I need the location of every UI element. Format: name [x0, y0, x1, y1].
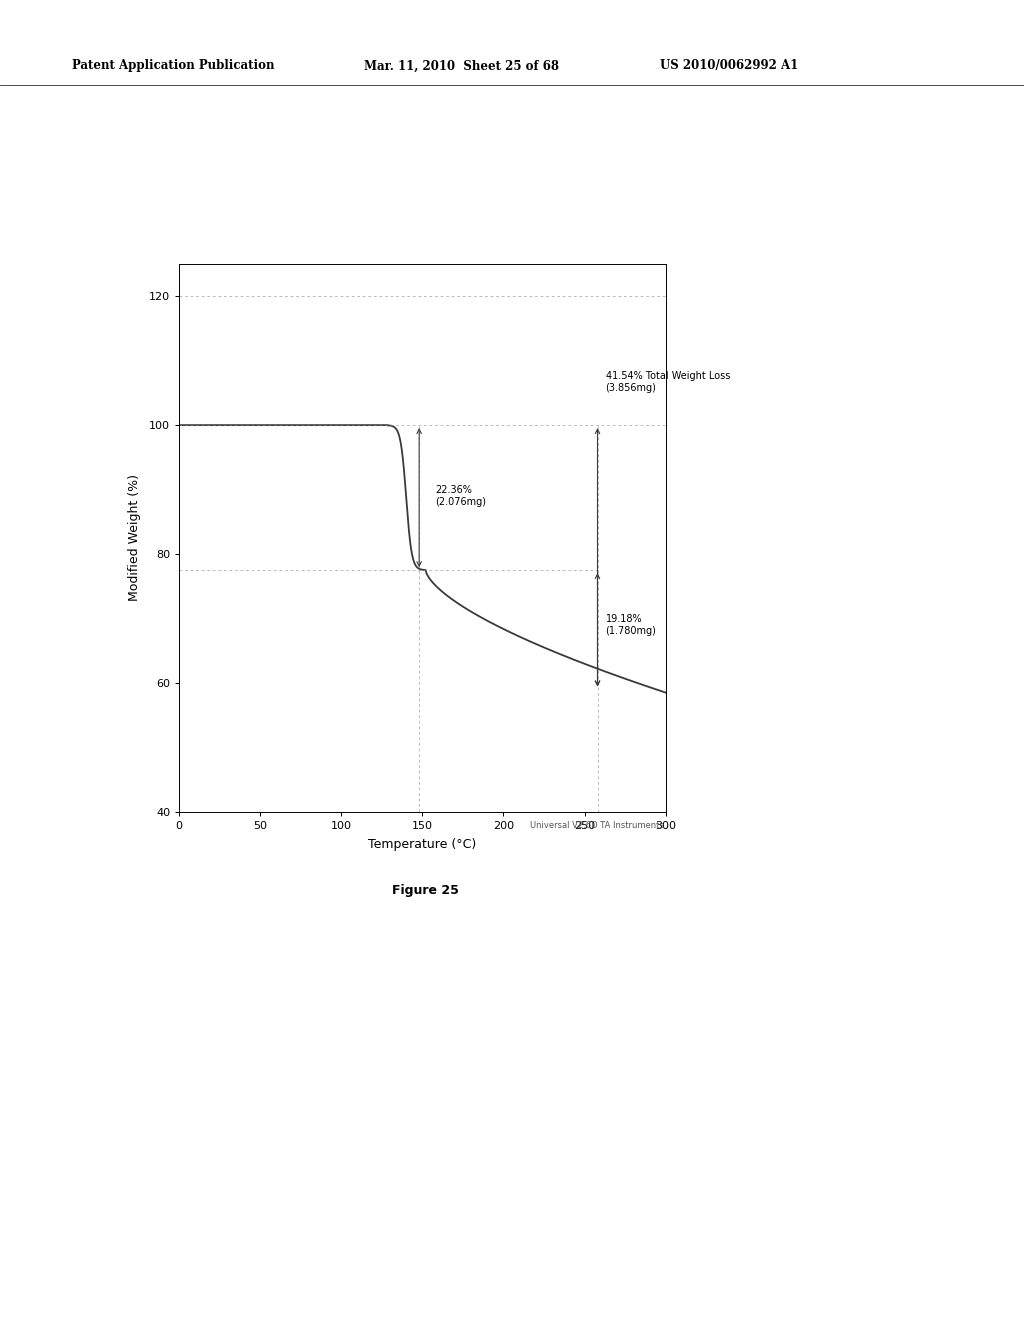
Text: US 2010/0062992 A1: US 2010/0062992 A1 — [660, 59, 799, 73]
Text: 41.54% Total Weight Loss
(3.856mg): 41.54% Total Weight Loss (3.856mg) — [605, 371, 730, 393]
Text: 19.18%
(1.780mg): 19.18% (1.780mg) — [605, 614, 656, 636]
Text: Patent Application Publication: Patent Application Publication — [72, 59, 274, 73]
Text: Mar. 11, 2010  Sheet 25 of 68: Mar. 11, 2010 Sheet 25 of 68 — [364, 59, 558, 73]
Text: 22.36%
(2.076mg): 22.36% (2.076mg) — [435, 486, 486, 507]
Text: Universal V2.6D TA Instruments: Universal V2.6D TA Instruments — [529, 821, 664, 830]
Y-axis label: Modified Weight (%): Modified Weight (%) — [128, 474, 140, 602]
Text: Figure 25: Figure 25 — [391, 884, 459, 898]
X-axis label: Temperature (°C): Temperature (°C) — [369, 838, 476, 851]
